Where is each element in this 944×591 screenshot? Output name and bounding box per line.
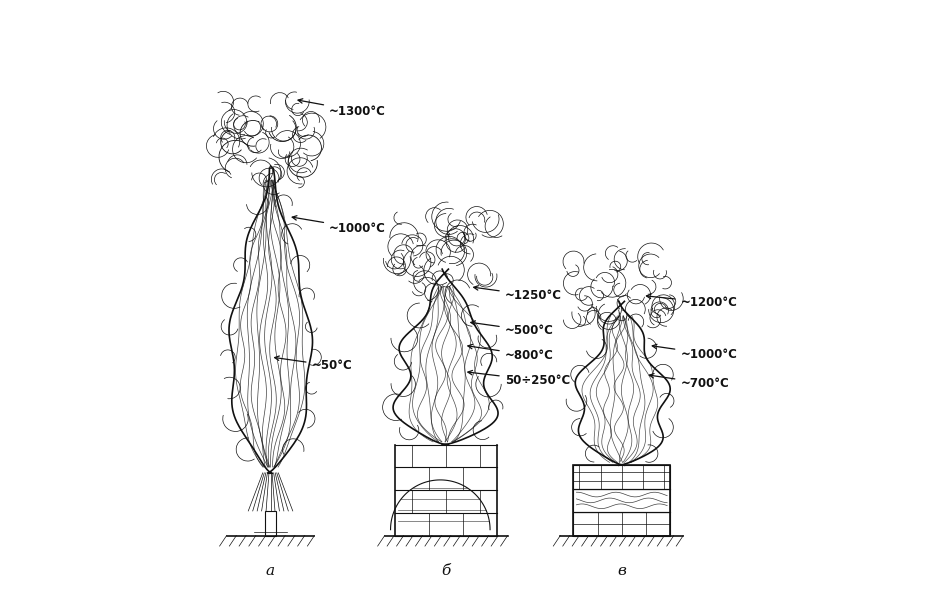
Text: ~500°C: ~500°C xyxy=(470,321,553,337)
Bar xyxy=(573,465,669,489)
Text: 50÷250°C: 50÷250°C xyxy=(467,371,569,387)
Bar xyxy=(265,511,276,535)
Text: а: а xyxy=(265,564,275,577)
Bar xyxy=(573,465,669,535)
Text: ~1000°C: ~1000°C xyxy=(292,216,385,235)
Bar xyxy=(573,512,669,535)
Text: ~1000°C: ~1000°C xyxy=(651,345,736,361)
Text: б: б xyxy=(441,564,450,577)
Text: ~50°C: ~50°C xyxy=(275,356,352,372)
Text: ~700°C: ~700°C xyxy=(649,374,729,390)
Text: ~1200°C: ~1200°C xyxy=(646,294,736,309)
Text: ~1250°C: ~1250°C xyxy=(473,285,561,302)
Text: ~800°C: ~800°C xyxy=(467,345,553,362)
Bar xyxy=(573,489,669,512)
Text: в: в xyxy=(616,564,626,577)
Text: ~1300°C: ~1300°C xyxy=(297,99,385,118)
